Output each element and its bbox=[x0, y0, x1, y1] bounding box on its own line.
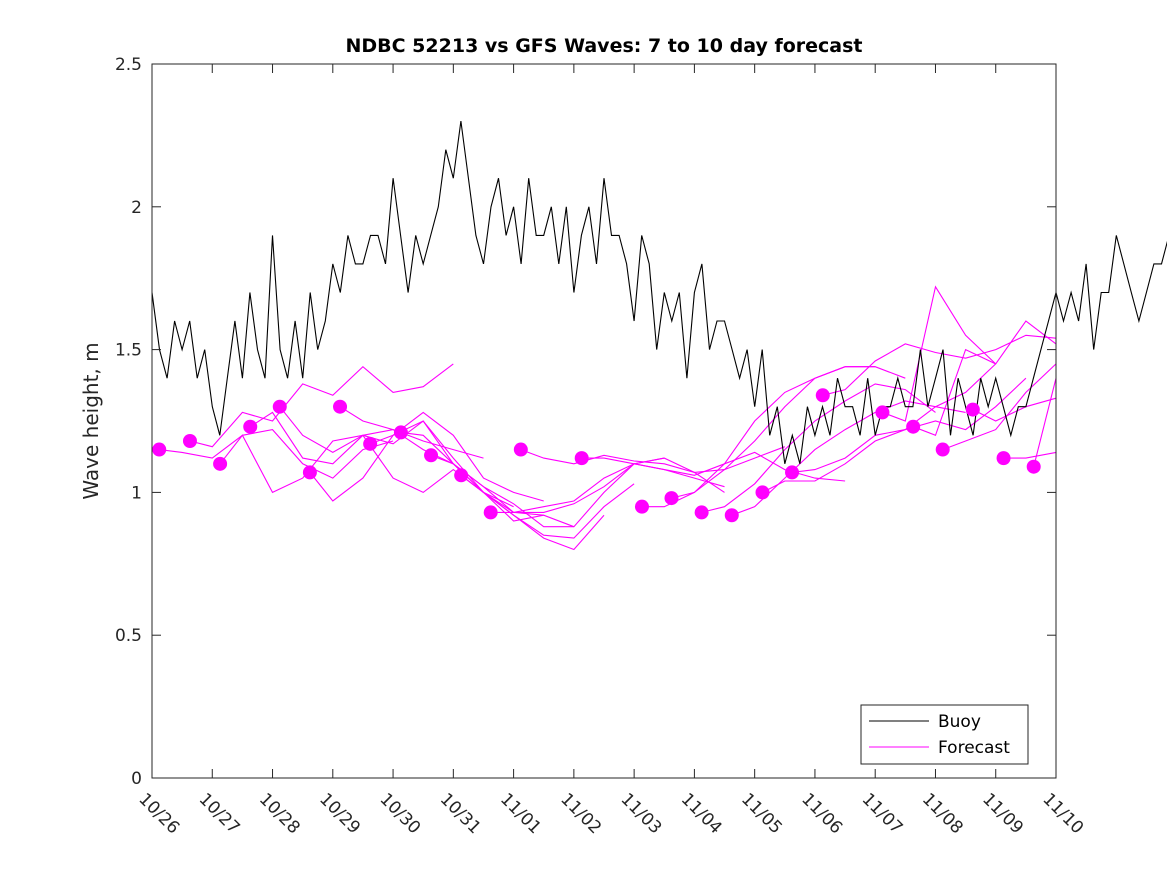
x-tick-label: 11/08 bbox=[918, 789, 967, 838]
forecast-point bbox=[213, 456, 228, 471]
y-tick-label: 1.5 bbox=[115, 341, 142, 361]
legend-buoy-label: Buoy bbox=[938, 712, 981, 732]
forecast-point bbox=[483, 505, 498, 520]
forecast-point bbox=[182, 433, 197, 448]
forecast-point bbox=[906, 419, 921, 434]
x-tick-label: 11/03 bbox=[617, 789, 666, 838]
forecast-point bbox=[513, 442, 528, 457]
forecast-point bbox=[724, 508, 739, 523]
x-tick-label: 11/06 bbox=[797, 789, 846, 838]
forecast-trace bbox=[189, 363, 454, 448]
forecast-trace bbox=[942, 363, 1057, 451]
y-axis-label: Wave height, m bbox=[79, 342, 103, 499]
x-tick-label: 11/01 bbox=[496, 789, 545, 838]
forecast-point bbox=[272, 399, 287, 414]
chart-title: NDBC 52213 vs GFS Waves: 7 to 10 day for… bbox=[345, 35, 862, 57]
forecast-point bbox=[664, 491, 679, 506]
forecast-point bbox=[996, 451, 1011, 466]
forecast-trace bbox=[279, 406, 544, 522]
forecast-point bbox=[785, 465, 800, 480]
forecast-point bbox=[634, 499, 649, 514]
y-tick-label: 0.5 bbox=[115, 626, 142, 646]
buoy-line bbox=[151, 121, 1167, 464]
forecast-point bbox=[333, 399, 348, 414]
forecast-trace bbox=[913, 320, 1057, 437]
forecast-trace bbox=[219, 429, 484, 494]
plot-background bbox=[152, 64, 1056, 778]
forecast-point bbox=[875, 405, 890, 420]
forecast-point bbox=[965, 402, 980, 417]
forecast-trace bbox=[1033, 378, 1057, 467]
forecast-point bbox=[243, 419, 258, 434]
legend-forecast-label: Forecast bbox=[938, 738, 1010, 758]
forecast-trace bbox=[309, 411, 544, 502]
forecast-point bbox=[454, 468, 469, 483]
forecast-trace bbox=[882, 285, 997, 422]
y-tick-label: 2.5 bbox=[115, 55, 142, 75]
y-tick-label: 2 bbox=[131, 198, 142, 218]
forecast-point bbox=[424, 448, 439, 463]
forecast-trace bbox=[972, 397, 1057, 422]
forecast-trace bbox=[490, 463, 725, 513]
forecast-trace bbox=[822, 334, 1057, 396]
x-tick-label: 10/28 bbox=[255, 789, 304, 838]
x-tick-label: 11/10 bbox=[1038, 789, 1087, 838]
forecast-point bbox=[815, 388, 830, 403]
forecast-trace bbox=[581, 451, 846, 482]
forecast-point bbox=[935, 442, 950, 457]
forecast-trace bbox=[671, 366, 906, 499]
forecast-markers bbox=[152, 388, 1041, 523]
legend: Buoy Forecast bbox=[860, 704, 1029, 765]
y-tick-label: 0 bbox=[131, 769, 142, 789]
forecast-point bbox=[302, 465, 317, 480]
forecast-point bbox=[152, 442, 167, 457]
forecast-point bbox=[574, 451, 589, 466]
buoy-series bbox=[151, 121, 1167, 464]
forecast-point bbox=[363, 436, 378, 451]
x-tick-label: 10/30 bbox=[376, 789, 425, 838]
forecast-trace bbox=[460, 457, 725, 513]
x-tick-label: 10/27 bbox=[195, 789, 244, 838]
forecast-trace bbox=[400, 431, 635, 539]
x-tick-label: 11/04 bbox=[677, 789, 726, 838]
forecast-trace bbox=[791, 377, 1027, 473]
forecast-trace bbox=[159, 429, 394, 479]
y-ticks: 0 0.5 1 1.5 2 2.5 bbox=[115, 55, 1056, 789]
forecast-point bbox=[755, 485, 770, 500]
x-tick-label: 11/05 bbox=[737, 789, 786, 838]
forecast-trace bbox=[520, 446, 785, 473]
x-tick-label: 11/02 bbox=[556, 789, 605, 838]
forecast-point bbox=[694, 505, 709, 520]
axes-box bbox=[151, 63, 1057, 779]
legend-box bbox=[860, 704, 1029, 765]
forecast-point bbox=[393, 425, 408, 440]
forecast-trace bbox=[1003, 451, 1057, 459]
x-tick-label: 11/07 bbox=[858, 789, 907, 838]
x-tick-label: 10/26 bbox=[134, 789, 183, 838]
forecast-point bbox=[1026, 459, 1041, 474]
y-tick-label: 1 bbox=[131, 483, 142, 503]
x-tick-label: 10/31 bbox=[436, 789, 485, 838]
x-tick-label: 10/29 bbox=[315, 789, 364, 838]
x-tick-label: 11/09 bbox=[978, 789, 1027, 838]
